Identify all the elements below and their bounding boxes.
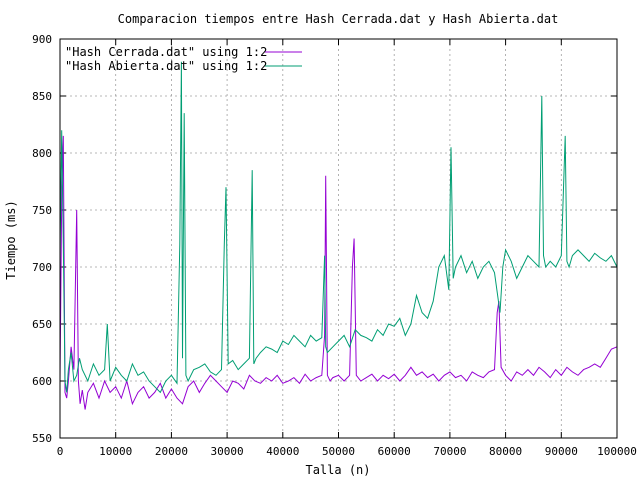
x-tick-label: 10000 <box>99 445 132 458</box>
y-axis-label: Tiempo (ms) <box>4 200 18 279</box>
y-tick-label: 700 <box>32 261 52 274</box>
x-tick-label: 0 <box>57 445 64 458</box>
x-tick-label: 90000 <box>545 445 578 458</box>
y-tick-label: 550 <box>32 432 52 445</box>
y-tick-label: 600 <box>32 375 52 388</box>
y-tick-label: 650 <box>32 318 52 331</box>
x-tick-label: 20000 <box>155 445 188 458</box>
legend-label-1: "Hash Cerrada.dat" using 1:2 <box>65 45 267 59</box>
y-tick-label: 800 <box>32 147 52 160</box>
series-line-1 <box>59 135 618 410</box>
series-lines <box>59 61 618 410</box>
x-tick-label: 60000 <box>378 445 411 458</box>
y-tick-label: 900 <box>32 33 52 46</box>
y-tick-label: 850 <box>32 90 52 103</box>
x-tick-label: 50000 <box>322 445 355 458</box>
axis-ticks: 550 600 650 700 750 800 850 900 0 10000 20000 30000… <box>32 33 637 458</box>
y-tick-label: 750 <box>32 204 52 217</box>
plot-frame <box>59 38 618 439</box>
chart-title: Comparacion tiempos entre Hash Cerrada.d… <box>118 12 559 26</box>
x-tick-label: 80000 <box>489 445 522 458</box>
x-tick-label: 100000 <box>597 445 637 458</box>
x-tick-label: 30000 <box>211 445 244 458</box>
series-line-2 <box>59 61 618 394</box>
x-tick-label: 40000 <box>266 445 299 458</box>
x-tick-label: 70000 <box>433 445 466 458</box>
grid <box>60 39 617 438</box>
legend-label-2: "Hash Abierta.dat" using 1:2 <box>65 59 267 73</box>
x-axis-label: Talla (n) <box>305 463 370 477</box>
legend: "Hash Cerrada.dat" using 1:2"Hash Abiert… <box>65 45 302 73</box>
